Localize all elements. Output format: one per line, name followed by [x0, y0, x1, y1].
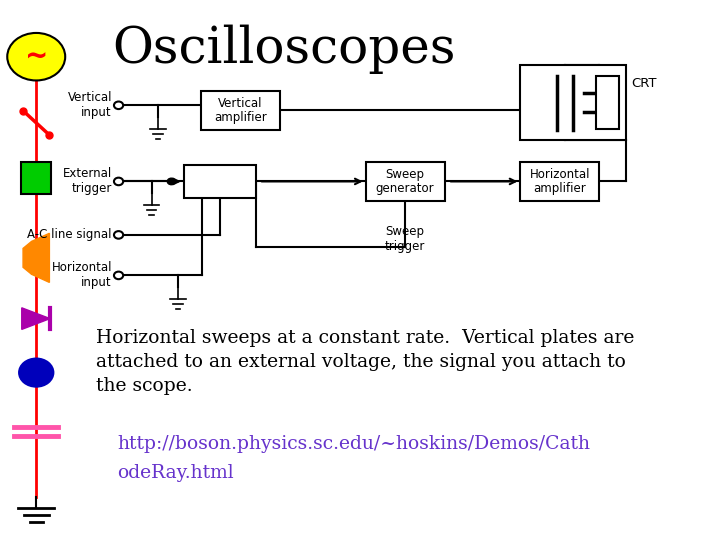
- Circle shape: [7, 33, 66, 80]
- Circle shape: [114, 272, 123, 279]
- Text: amplifier: amplifier: [534, 182, 586, 195]
- Circle shape: [114, 231, 123, 239]
- FancyBboxPatch shape: [201, 91, 280, 130]
- Text: http://boson.physics.sc.edu/~hoskins/Demos/Cath: http://boson.physics.sc.edu/~hoskins/Dem…: [117, 435, 590, 453]
- Circle shape: [167, 178, 175, 185]
- Text: Horizontal
input: Horizontal input: [52, 261, 112, 289]
- Text: Oscilloscopes: Oscilloscopes: [112, 24, 456, 74]
- FancyBboxPatch shape: [21, 162, 51, 194]
- Text: ~: ~: [24, 43, 48, 71]
- Text: CRT: CRT: [631, 77, 657, 90]
- Circle shape: [114, 102, 123, 109]
- Text: Horizontal: Horizontal: [530, 168, 590, 181]
- FancyBboxPatch shape: [596, 76, 619, 129]
- Text: Sweep: Sweep: [386, 168, 425, 181]
- Text: External
trigger: External trigger: [63, 167, 112, 195]
- Polygon shape: [23, 241, 32, 274]
- FancyBboxPatch shape: [521, 162, 600, 201]
- FancyBboxPatch shape: [184, 165, 256, 198]
- Text: Vertical
input: Vertical input: [68, 91, 112, 119]
- Text: generator: generator: [376, 182, 434, 195]
- Circle shape: [114, 178, 123, 185]
- Text: amplifier: amplifier: [214, 111, 267, 124]
- Text: A-C line signal: A-C line signal: [27, 228, 112, 241]
- Text: Vertical: Vertical: [218, 97, 263, 110]
- Text: Horizontal sweeps at a constant rate.  Vertical plates are
attached to an extern: Horizontal sweeps at a constant rate. Ve…: [96, 329, 634, 395]
- Text: Sweep
trigger: Sweep trigger: [385, 225, 426, 253]
- Polygon shape: [32, 233, 50, 282]
- FancyBboxPatch shape: [521, 65, 626, 140]
- Circle shape: [19, 359, 53, 387]
- FancyBboxPatch shape: [366, 162, 445, 201]
- Polygon shape: [22, 308, 50, 329]
- Text: odeRay.html: odeRay.html: [117, 464, 234, 482]
